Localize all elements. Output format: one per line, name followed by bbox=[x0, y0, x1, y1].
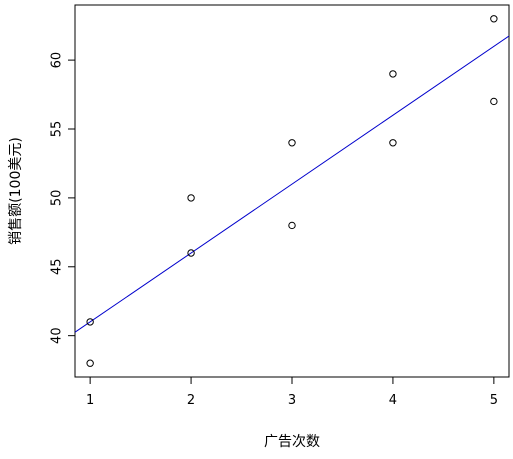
y-axis: 40 45 50 55 60 bbox=[50, 52, 75, 344]
x-tick-label: 4 bbox=[389, 393, 397, 408]
y-axis-title: 销售额(100美元) bbox=[8, 137, 24, 245]
x-tick-label: 3 bbox=[288, 393, 296, 408]
x-tick-label: 1 bbox=[86, 393, 94, 408]
plot-area bbox=[74, 15, 510, 367]
x-tick-label: 5 bbox=[490, 393, 498, 408]
y-tick-label: 40 bbox=[50, 327, 65, 344]
data-point bbox=[389, 70, 397, 78]
data-point bbox=[86, 359, 94, 367]
y-tick-label: 50 bbox=[50, 190, 65, 207]
data-point bbox=[86, 318, 94, 326]
x-axis: 1 2 3 4 5 bbox=[86, 377, 498, 408]
regression-line bbox=[74, 35, 510, 333]
y-tick-label: 55 bbox=[50, 121, 65, 138]
plot-frame bbox=[74, 4, 510, 378]
data-point bbox=[288, 139, 296, 147]
data-point bbox=[288, 221, 296, 230]
y-tick-label: 60 bbox=[50, 52, 65, 69]
data-point bbox=[490, 15, 498, 23]
x-axis-title: 广告次数 bbox=[264, 434, 320, 450]
data-point bbox=[187, 194, 195, 202]
y-tick-label: 45 bbox=[50, 259, 65, 276]
data-point bbox=[490, 97, 498, 106]
data-point bbox=[389, 139, 397, 147]
data-point bbox=[187, 249, 195, 257]
x-tick-label: 2 bbox=[187, 393, 195, 408]
